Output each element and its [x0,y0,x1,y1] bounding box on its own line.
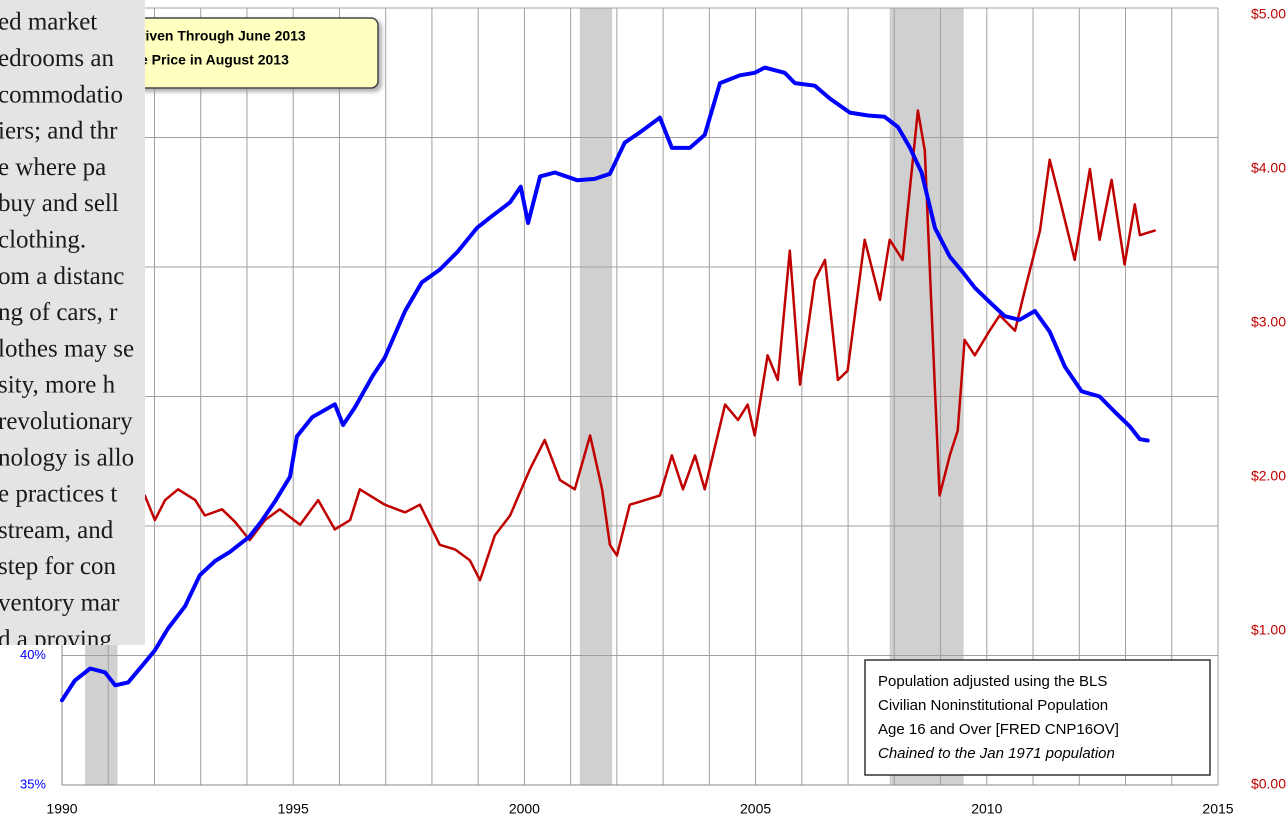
photo-text: ventory mar [0,590,120,617]
photo-text: step for con [0,553,117,580]
photo-text: stream, and [0,517,114,544]
y2-tick-label: $4.00 [1251,160,1286,176]
x-tick-label: 2010 [971,801,1002,817]
y2-tick-label: $1.00 [1251,622,1286,638]
photo-text: buy and sell [0,190,119,217]
photo-text: nology is allo [0,444,134,471]
note-text: Population adjusted using the BLS [878,673,1107,690]
callout-text: e Price in August 2013 [140,52,289,68]
photo-text: clothing. [0,227,86,254]
photo-text: revolutionary [0,408,133,435]
x-tick-label: 1995 [278,801,309,817]
photo-text: edrooms an [0,45,114,72]
note-text: Chained to the Jan 1971 population [878,745,1115,762]
chart: 19901995200020052010201535%40%45%50%55%6… [0,0,1288,822]
x-tick-label: 2005 [740,801,771,817]
photo-text: e practices t [0,481,117,508]
photo-text: commodatio [0,81,123,108]
photo-text: ed market [0,9,97,36]
photo-text: om a distanc [0,263,124,290]
photo-text: lothes may se [0,335,134,362]
page: {"chart_data": { "type": "line", "xlim":… [0,0,1288,822]
x-tick-label: 1990 [46,801,77,817]
x-tick-label: 2015 [1202,801,1233,817]
photo-text: e where pa [0,154,106,181]
photo-overlay: ed market edrooms an commodatio iers; and t… [0,0,145,653]
photo-text: ng of cars, r [0,299,118,326]
photo-text: iers; and thr [0,118,118,145]
y2-tick-label: $2.00 [1251,468,1286,484]
y-tick-label: 40% [20,647,46,662]
callout-text: riven Through June 2013 [140,28,306,44]
y2-tick-label: $0.00 [1251,776,1286,792]
photo-text: sity, more h [0,372,116,399]
note-text: Age 16 and Over [FRED CNP16OV] [878,721,1119,738]
y2-tick-label: $5.00 [1251,6,1286,22]
note-text: Civilian Noninstitutional Population [878,697,1108,714]
y-tick-label: 35% [20,776,46,791]
y2-tick-label: $3.00 [1251,314,1286,330]
x-tick-label: 2000 [509,801,540,817]
